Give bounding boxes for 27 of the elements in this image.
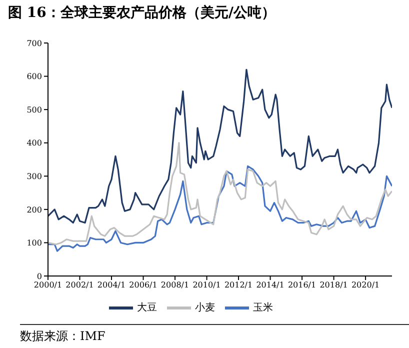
line-series [48, 142, 392, 246]
legend-label: 小麦 [195, 302, 215, 314]
y-tick-label: 500 [26, 105, 42, 114]
x-tick-label: 2020/1 [351, 280, 380, 290]
x-tick-label: 2014/1 [256, 280, 284, 290]
y-tick-label: 600 [26, 72, 42, 82]
x-tick-label: 2016/1 [288, 280, 316, 290]
x-tick-label: 2008/1 [160, 280, 190, 290]
x-tick-label: 2002/1 [66, 280, 94, 290]
x-tick-label: 2018/1 [320, 280, 348, 290]
line-series [48, 68, 392, 224]
chart-title: 图 16：全球主要农产品价格（美元/公吨） [8, 4, 276, 22]
legend-label: 玉米 [253, 302, 273, 314]
line-series [48, 165, 392, 252]
y-tick-label: 100 [26, 238, 42, 248]
y-tick-label: 0 [36, 272, 42, 281]
x-tick-label: 2000/1 [34, 280, 62, 290]
source-note: 数据来源：IMF [20, 328, 106, 345]
y-tick-label: 400 [26, 138, 42, 148]
y-tick-label: 700 [26, 38, 42, 48]
x-tick-label: 2004/1 [97, 280, 126, 290]
y-tick-label: 300 [26, 172, 42, 181]
x-tick-label: 2012/1 [224, 280, 253, 290]
y-tick-label: 200 [26, 205, 42, 214]
legend-label: 大豆 [137, 302, 157, 314]
x-tick-label: 2010/1 [192, 280, 221, 290]
x-tick-label: 2006/1 [129, 280, 158, 290]
